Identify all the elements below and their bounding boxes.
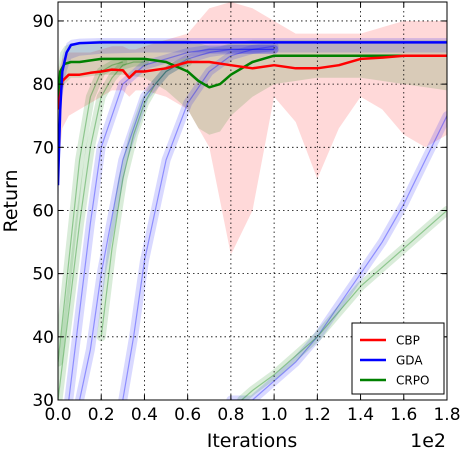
x-tick-label-5: 1.0 [261, 405, 288, 425]
x-tick-label-9: 1.8 [433, 405, 460, 425]
trial-curve-crpo-5 [58, 61, 123, 363]
legend-label-cbp: CBP [396, 334, 420, 348]
trial-curve-crpo-7 [241, 210, 447, 400]
x-tick-label-1: 0.2 [88, 405, 115, 425]
plot-frame [57, 1, 448, 401]
trial-band-gda-0 [64, 44, 279, 400]
band-cbp [58, 2, 447, 255]
trial-curves [58, 41, 447, 400]
y-tick-label-6: 90 [32, 12, 54, 32]
x-tick-label-0: 0.0 [44, 405, 71, 425]
trial-curve-gda-1 [79, 48, 275, 400]
trial-curve-gda-3 [230, 115, 447, 400]
x-tick-label-7: 1.4 [347, 405, 374, 425]
grid [58, 2, 447, 400]
trial-curve-gda-2 [122, 45, 275, 400]
y-tick-label-3: 60 [32, 201, 54, 221]
trial-band-gda-2 [118, 41, 279, 400]
line-gda [58, 41, 447, 186]
y-axis-ticks: 30 40 50 60 70 80 90 [32, 12, 447, 411]
y-tick-label-2: 50 [32, 265, 54, 285]
y-tick-label-4: 70 [32, 138, 54, 158]
x-tick-label-3: 0.6 [174, 405, 201, 425]
y-tick-label-0: 30 [32, 391, 54, 411]
trial-band-crpo-7 [237, 206, 447, 400]
x-tick-label-8: 1.6 [390, 405, 417, 425]
legend-box [351, 322, 445, 395]
trial-band-crpo-5 [58, 57, 128, 367]
line-cbp [58, 54, 447, 110]
x-tick-label-2: 0.4 [131, 405, 158, 425]
mean-lines [58, 41, 447, 186]
x-axis-ticks: 0.0 0.2 0.4 0.6 0.8 1.0 1.2 1.4 1.6 1.8 [44, 2, 461, 425]
x-axis-offset-label: 1e2 [410, 430, 446, 452]
legend: CBP GDA CRPO [351, 322, 445, 395]
legend-label-crpo: CRPO [396, 374, 429, 388]
trial-curve-gda-0 [68, 48, 275, 400]
x-axis-label: Iterations [207, 430, 298, 452]
band-crpo [58, 39, 447, 135]
line-crpo [58, 54, 447, 104]
y-tick-label-1: 40 [32, 328, 54, 348]
confidence-bands [58, 2, 447, 255]
x-tick-label-4: 0.8 [217, 405, 244, 425]
y-tick-label-5: 80 [32, 75, 54, 95]
trial-band-gda-1 [75, 44, 279, 400]
y-axis-label: Return [0, 169, 22, 232]
x-tick-label-6: 1.2 [304, 405, 331, 425]
legend-label-gda: GDA [396, 354, 423, 368]
trial-band-gda-3 [226, 111, 447, 400]
